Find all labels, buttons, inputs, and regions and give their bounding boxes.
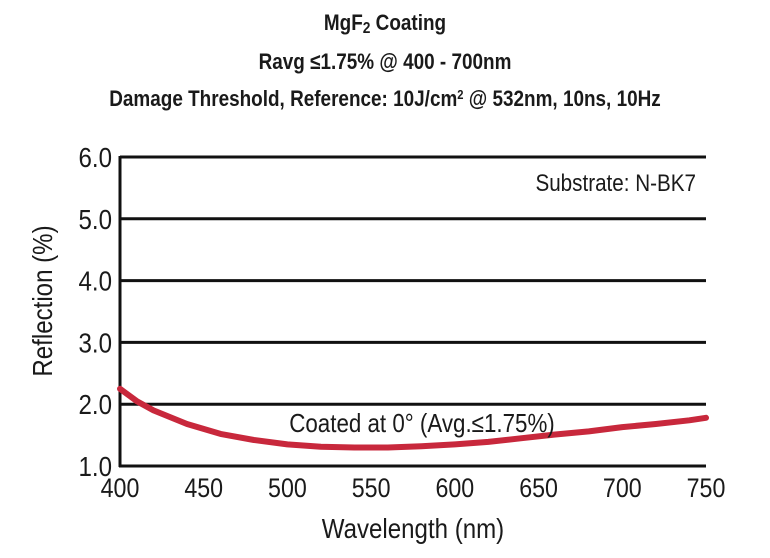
title-line-2: Ravg ≤1.75% @ 400 - 700nm [258, 49, 512, 74]
y-tick-label: 4.0 [79, 265, 112, 297]
y-tick-label: 2.0 [79, 388, 112, 420]
x-tick-label: 400 [101, 473, 140, 503]
x-tick-label: 450 [184, 473, 223, 503]
y-tick-label: 1.0 [79, 450, 112, 482]
x-tick-label: 550 [352, 473, 391, 503]
tick-labels: 1.0 2.0 3.0 4.0 5.0 6.0 400 450 500 550 600 650 700 7… [79, 141, 726, 503]
x-tick-label: 750 [687, 473, 726, 503]
y-tick-label: 3.0 [79, 327, 112, 359]
chart-title: MgF2 Coating Ravg ≤1.75% @ 400 - 700nm D… [0, 6, 770, 115]
x-tick-label: 650 [519, 473, 558, 503]
series-line [117, 385, 709, 451]
title-line-3: Damage Threshold, Reference: 10J/cm2 @ 5… [109, 86, 661, 111]
curve-annotation: Coated at 0° (Avg.≤1.75%) [289, 409, 555, 438]
substrate-annotation: Substrate: N-BK7 [535, 170, 696, 197]
axes [118, 156, 706, 468]
x-axis-label: Wavelength (nm) [322, 512, 504, 544]
x-tick-label: 700 [603, 473, 642, 503]
y-tick-label: 5.0 [79, 203, 112, 235]
x-tick-label: 600 [435, 473, 474, 503]
y-tick-label: 6.0 [79, 141, 112, 173]
x-tick-label: 500 [268, 473, 307, 503]
title-line-1: MgF2 Coating [323, 10, 447, 37]
y-axis-label: Reflection (%) [26, 225, 58, 376]
series [117, 385, 709, 451]
